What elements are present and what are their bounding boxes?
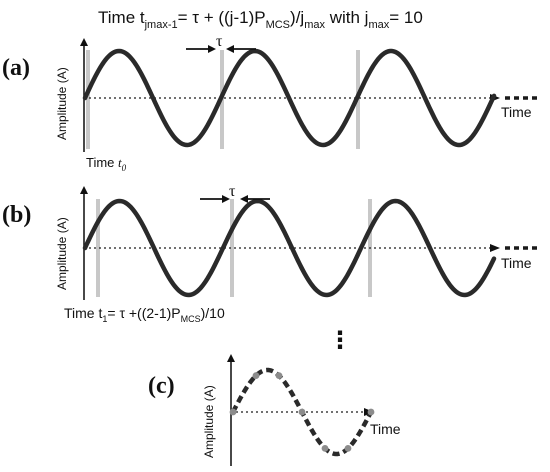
panel-c-sample-dot — [367, 408, 375, 416]
panel-a: (a) τ Amplitude (A) Time Time t0 — [2, 33, 540, 173]
panel-b-x-label: Time — [501, 255, 532, 271]
panel-b-label: (b) — [2, 202, 31, 228]
panel-c-sample-dot — [229, 408, 237, 416]
panel-b-time-label: Time t1= τ +((2-1)PMCS)/10 — [64, 305, 225, 324]
panel-a-marker-1 — [86, 50, 90, 149]
panel-c-sample-dot — [344, 445, 352, 452]
panel-b-marker-2 — [230, 199, 234, 297]
panel-a-time-label: Time t0 — [86, 155, 127, 173]
panel-c-y-label: Amplitude (A) — [202, 385, 216, 458]
panel-b-marker-1 — [96, 199, 100, 297]
panel-a-label: (a) — [2, 55, 30, 81]
panel-a-tau-label: τ — [216, 33, 223, 50]
panel-c-x-label: Time — [370, 421, 401, 437]
continuation-ellipsis: ⋮ — [328, 327, 352, 354]
panel-c: (c) Amplitude (A) Time — [148, 354, 401, 466]
panel-b-x-arrow — [490, 244, 500, 252]
panel-b: (b) τ Amplitude (A) Time Time t1= τ +((2… — [2, 183, 540, 324]
panel-a-y-label: Amplitude (A) — [55, 67, 69, 140]
panel-b-y-label: Amplitude (A) — [55, 217, 69, 290]
panel-c-sample-dot — [252, 372, 260, 379]
panel-c-sample-dot — [275, 372, 283, 379]
panel-c-sample-dot — [298, 408, 306, 416]
panel-a-x-label: Time — [501, 104, 532, 120]
header-title: Time tjmax-1= τ + ((j-1)PMCS)/jmax with … — [98, 8, 423, 31]
panel-b-sine-wave — [82, 198, 497, 298]
panel-a-sine-wave — [82, 48, 497, 148]
panel-c-sample-dot — [321, 445, 329, 452]
panel-c-sample-dots — [229, 372, 375, 452]
panel-b-tau-label: τ — [229, 183, 236, 200]
panel-c-label: (c) — [148, 373, 175, 399]
